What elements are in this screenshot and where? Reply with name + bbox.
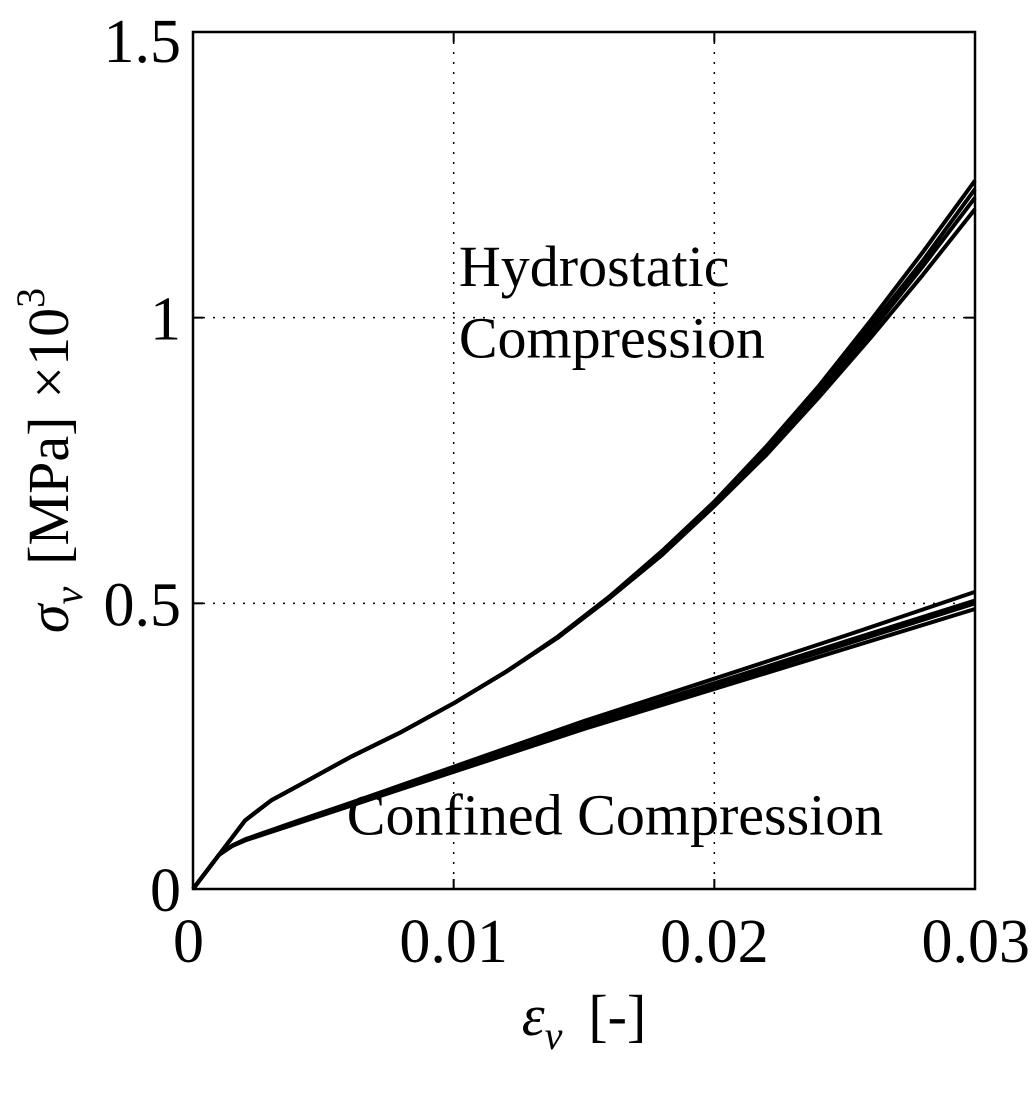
x-tick-label: 0.02 <box>660 908 769 976</box>
y-tick-label: 1 <box>150 286 181 354</box>
x-axis-label: εv [-] <box>522 983 647 1058</box>
x-tick-label: 0.01 <box>399 908 508 976</box>
y-axis-multiplier: ×10 <box>16 308 81 399</box>
y-tick-label: 0.5 <box>104 571 182 639</box>
x-tick-label: 0 <box>173 908 204 976</box>
x-tick-label: 0.03 <box>922 908 1031 976</box>
y-tick-label: 1.5 <box>104 8 182 76</box>
x-axis-symbol: ε <box>522 983 545 1048</box>
annotation-text: Compression <box>459 306 765 371</box>
y-axis-symbol: σ <box>16 602 81 633</box>
y-axis-exponent: 3 <box>8 288 53 308</box>
axis-ticks: 0 0.01 0.02 0.03 0 0.5 1 1.5 <box>104 8 1031 976</box>
series-lines <box>191 179 977 891</box>
annotations: Hydrostatic Compression Confined Compressi… <box>347 234 883 847</box>
series-line <box>191 590 976 891</box>
annotation-text: Hydrostatic <box>459 234 730 299</box>
y-axis-unit: [MPa] <box>16 417 81 565</box>
y-axis-label: σv [MPa] ×103 <box>8 288 91 633</box>
x-axis-subscript: v <box>545 1013 563 1058</box>
plot-frame <box>191 30 977 891</box>
grid-lines <box>193 32 975 889</box>
y-tick-label: 0 <box>150 857 181 925</box>
y-axis-subscript: v <box>46 587 91 605</box>
annotation-text: Confined Compression <box>347 783 883 848</box>
series-line <box>191 179 977 891</box>
x-axis-unit: [-] <box>588 983 646 1048</box>
